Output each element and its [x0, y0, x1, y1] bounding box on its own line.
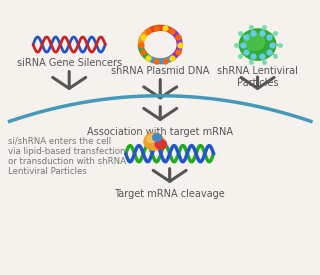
Text: Association with target mRNA: Association with target mRNA — [87, 127, 233, 137]
Text: shRNA Plasmid DNA: shRNA Plasmid DNA — [111, 66, 209, 76]
Text: si/shRNA enters the cell
via lipid-based transfection
or transduction with shRNA: si/shRNA enters the cell via lipid-based… — [8, 136, 126, 176]
Circle shape — [153, 134, 162, 141]
Circle shape — [239, 29, 276, 60]
Text: Target mRNA cleavage: Target mRNA cleavage — [114, 189, 225, 199]
Circle shape — [155, 139, 166, 149]
Circle shape — [244, 33, 264, 50]
Circle shape — [147, 135, 156, 143]
Text: siRNA Gene Silencers: siRNA Gene Silencers — [17, 58, 122, 68]
Text: shRNA Lentiviral
Particles: shRNA Lentiviral Particles — [217, 66, 298, 88]
Circle shape — [144, 133, 164, 150]
